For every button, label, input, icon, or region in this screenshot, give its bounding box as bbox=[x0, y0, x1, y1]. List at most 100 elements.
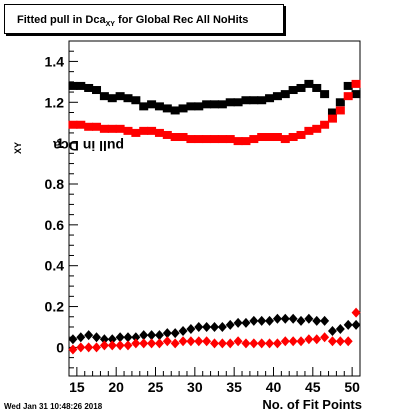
data-point bbox=[217, 321, 227, 332]
data-point bbox=[76, 342, 86, 353]
data-point bbox=[249, 135, 259, 144]
y-tick-label: 1 bbox=[56, 135, 64, 151]
series-3 bbox=[68, 307, 361, 355]
data-point bbox=[343, 319, 353, 330]
data-point bbox=[288, 86, 298, 95]
data-point bbox=[272, 133, 282, 142]
data-point bbox=[76, 332, 86, 343]
series-2 bbox=[68, 313, 361, 345]
data-point bbox=[304, 126, 314, 135]
series-1 bbox=[68, 79, 361, 146]
data-point bbox=[249, 96, 259, 105]
data-point bbox=[233, 317, 243, 328]
data-point bbox=[194, 336, 204, 347]
data-point bbox=[343, 92, 353, 101]
data-point bbox=[280, 90, 290, 99]
data-point bbox=[233, 336, 243, 347]
data-point bbox=[202, 100, 212, 109]
data-point bbox=[194, 102, 204, 111]
data-point bbox=[76, 120, 86, 129]
data-point bbox=[162, 328, 172, 339]
y-axis-label: pull in Dca XY bbox=[4, 34, 124, 154]
data-point bbox=[265, 133, 275, 142]
data-point bbox=[68, 334, 78, 345]
data-point bbox=[343, 81, 353, 90]
data-point bbox=[210, 135, 219, 144]
data-point bbox=[320, 120, 330, 129]
data-point bbox=[154, 102, 164, 111]
y-tick-label: 0 bbox=[56, 339, 64, 355]
data-point bbox=[131, 96, 141, 105]
data-point bbox=[304, 313, 314, 324]
y-tick-label: 0.4 bbox=[45, 258, 65, 274]
x-tick-label: 30 bbox=[187, 379, 203, 395]
data-point bbox=[257, 133, 267, 142]
data-point bbox=[335, 106, 345, 115]
data-point bbox=[115, 124, 125, 133]
data-point bbox=[327, 336, 337, 347]
timestamp: Wed Jan 31 10:48:26 2018 bbox=[4, 402, 103, 411]
y-axis-label-text: pull in Dca bbox=[53, 138, 124, 154]
data-point bbox=[296, 83, 306, 92]
chart-title-subscript: XY bbox=[105, 21, 115, 29]
x-tick-label: 15 bbox=[69, 379, 85, 395]
data-point bbox=[99, 340, 109, 351]
data-point bbox=[288, 336, 298, 347]
data-point bbox=[147, 126, 157, 135]
data-point bbox=[162, 130, 172, 139]
data-point bbox=[139, 126, 149, 135]
y-tick-label: 0.2 bbox=[45, 299, 65, 315]
data-point bbox=[272, 338, 282, 349]
data-point bbox=[320, 315, 330, 326]
data-point bbox=[147, 338, 157, 349]
data-point bbox=[280, 313, 290, 324]
data-point bbox=[202, 321, 212, 332]
x-tick-label: 25 bbox=[148, 379, 164, 395]
data-point bbox=[154, 338, 164, 349]
data-point bbox=[107, 94, 117, 103]
data-point bbox=[335, 336, 345, 347]
data-point bbox=[217, 135, 227, 144]
data-point bbox=[131, 128, 141, 137]
data-point bbox=[257, 315, 267, 326]
data-point bbox=[327, 108, 337, 117]
data-point bbox=[233, 98, 243, 107]
data-point bbox=[249, 315, 259, 326]
data-point bbox=[194, 321, 204, 332]
data-point bbox=[351, 319, 361, 330]
data-point bbox=[272, 92, 282, 101]
data-point bbox=[147, 330, 157, 341]
data-point bbox=[257, 338, 267, 349]
data-point bbox=[84, 83, 94, 92]
data-point bbox=[84, 342, 94, 353]
data-point bbox=[92, 332, 102, 343]
data-point bbox=[131, 332, 141, 343]
data-point bbox=[225, 338, 235, 349]
data-point bbox=[296, 130, 306, 139]
data-point bbox=[92, 342, 102, 353]
data-point bbox=[68, 344, 78, 355]
data-point bbox=[280, 135, 290, 144]
data-point bbox=[92, 122, 102, 131]
data-point bbox=[68, 120, 78, 129]
x-axis-label: No. of Fit Points bbox=[262, 397, 362, 412]
data-point bbox=[194, 135, 204, 144]
data-point bbox=[154, 128, 164, 137]
data-point bbox=[327, 326, 337, 337]
data-point bbox=[327, 114, 337, 123]
data-point bbox=[225, 98, 235, 107]
data-point bbox=[139, 102, 149, 111]
data-point bbox=[170, 328, 180, 339]
data-point bbox=[225, 135, 235, 144]
data-point bbox=[312, 124, 322, 133]
data-point bbox=[304, 79, 314, 88]
data-point bbox=[68, 81, 78, 90]
data-point bbox=[170, 133, 180, 142]
data-point bbox=[320, 332, 330, 343]
data-point bbox=[351, 79, 361, 88]
data-point bbox=[115, 332, 125, 343]
plot-frame bbox=[68, 40, 361, 377]
data-point bbox=[123, 332, 133, 343]
data-point bbox=[343, 336, 353, 347]
